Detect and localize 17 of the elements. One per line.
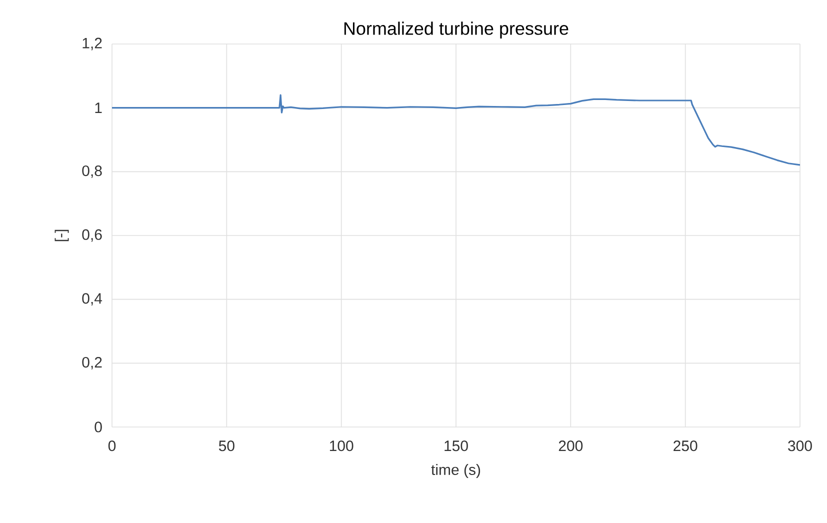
chart-title: Normalized turbine pressure [344,22,568,38]
y-tick-label: 1,2 [82,38,102,50]
y-tick-label: 0,6 [82,229,102,242]
y-tick-label: 1 [95,102,102,113]
x-axis-title: time (s) [431,464,480,478]
y-tick-label: 0,2 [82,356,102,370]
x-tick-label: 200 [558,440,583,452]
y-tick-label: 0,8 [82,165,102,178]
x-tick-label: 100 [330,440,354,452]
x-tick-label: 150 [444,440,468,452]
x-tick-label: 300 [788,440,812,452]
x-tick-label: 50 [218,440,234,452]
x-tick-label: 250 [674,440,698,452]
y-tick-label: 0,4 [82,293,102,306]
x-tick-label: 0 [108,440,116,452]
y-axis-title: [-] [54,230,69,242]
y-tick-label: 0 [94,422,102,432]
